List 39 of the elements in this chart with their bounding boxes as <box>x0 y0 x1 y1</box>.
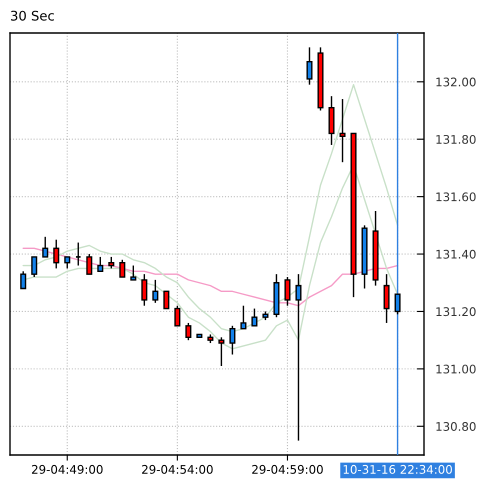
candlestick <box>384 273 390 324</box>
candlestick <box>394 294 401 316</box>
y-tick-label: 131.00 <box>436 364 476 374</box>
candlestick <box>163 290 170 310</box>
candlestick <box>152 279 158 304</box>
candlestick <box>42 236 48 258</box>
y-tick-label: 131.80 <box>436 134 476 144</box>
x-tick-label: 10-31-16 22:34:00 <box>344 464 452 474</box>
line-series <box>22 248 398 306</box>
candlestick <box>86 253 92 275</box>
candlestick <box>340 98 346 163</box>
y-tick-label: 130.80 <box>436 422 476 431</box>
candlestick <box>174 305 180 327</box>
candlestick <box>218 336 224 367</box>
x-tick-label: 29-04:54:00 <box>142 464 213 474</box>
y-tick-label: 131.20 <box>436 307 476 316</box>
candlestick <box>251 308 258 327</box>
y-tick-label: 132.00 <box>436 78 476 86</box>
candlestick <box>284 276 290 306</box>
candlestick <box>306 46 312 86</box>
candlestick <box>20 270 26 290</box>
candlestick <box>130 264 136 281</box>
y-tick-label: 131.40 <box>436 250 476 259</box>
candlestick <box>31 256 38 278</box>
candlestick <box>240 305 246 330</box>
candlestick <box>53 239 60 270</box>
candlestick <box>141 273 148 306</box>
x-tick-label: 29-04:59:00 <box>252 464 323 474</box>
candlestick <box>295 273 302 442</box>
x-tick-label: 29-04:49:00 <box>32 464 103 474</box>
y-tick-label: 131.60 <box>436 192 476 202</box>
candlestick <box>97 256 104 272</box>
candlestick <box>64 256 70 270</box>
chart-title: 30 Sec <box>11 10 54 21</box>
candlestick <box>108 256 114 270</box>
candlestick <box>185 322 192 341</box>
candlestick <box>119 259 126 278</box>
candlestick <box>75 242 82 266</box>
candlestick <box>229 325 236 356</box>
